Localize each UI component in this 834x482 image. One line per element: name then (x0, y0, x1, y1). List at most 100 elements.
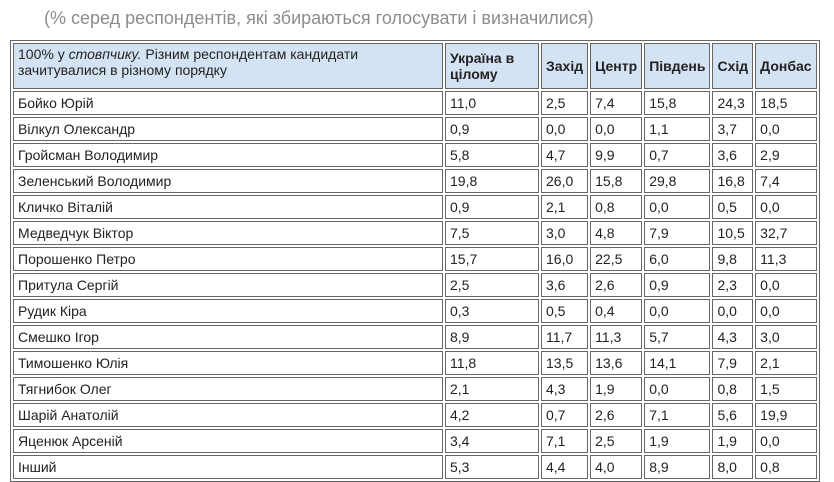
candidate-name: Медведчук Віктор (13, 221, 443, 245)
candidate-name: Яценюк Арсеній (13, 429, 443, 453)
value-cell: 16,8 (712, 169, 754, 193)
value-cell: 1,9 (712, 429, 754, 453)
table-row: Рудик Кіра 0,3 0,5 0,4 0,0 0,0 0,0 (13, 299, 817, 323)
value-cell: 3,0 (755, 325, 817, 349)
value-cell: 15,8 (644, 91, 711, 115)
value-cell: 3,6 (541, 273, 589, 297)
column-header-east: Схід (712, 43, 754, 89)
value-cell: 15,7 (445, 247, 539, 271)
value-cell: 0,9 (445, 195, 539, 219)
value-cell: 8,9 (445, 325, 539, 349)
value-cell: 0,5 (712, 195, 754, 219)
table-header: 100% у стовпчику. Різним респондентам ка… (13, 43, 817, 89)
value-cell: 0,9 (644, 273, 711, 297)
value-cell: 13,5 (541, 351, 589, 375)
value-cell: 0,5 (541, 299, 589, 323)
value-cell: 0,0 (590, 117, 643, 141)
candidate-name: Вілкул Олександр (13, 117, 443, 141)
value-cell: 1,9 (644, 429, 711, 453)
value-cell: 7,9 (712, 351, 754, 375)
header-note: 100% у стовпчику. Різним респондентам ка… (13, 43, 443, 89)
table-row: Шарій Анатолій 4,2 0,7 2,6 7,1 5,6 19,9 (13, 403, 817, 427)
value-cell: 0,8 (712, 377, 754, 401)
value-cell: 2,3 (712, 273, 754, 297)
value-cell: 4,8 (590, 221, 643, 245)
value-cell: 7,1 (644, 403, 711, 427)
candidate-name: Порошенко Петро (13, 247, 443, 271)
value-cell: 2,5 (541, 91, 589, 115)
value-cell: 11,8 (445, 351, 539, 375)
value-cell: 5,7 (644, 325, 711, 349)
column-header-south: Південь (644, 43, 711, 89)
value-cell: 16,0 (541, 247, 589, 271)
value-cell: 8,9 (644, 455, 711, 479)
value-cell: 2,1 (445, 377, 539, 401)
candidate-name: Інший (13, 455, 443, 479)
value-cell: 3,6 (712, 143, 754, 167)
candidate-name: Кличко Віталій (13, 195, 443, 219)
value-cell: 26,0 (541, 169, 589, 193)
candidate-name: Зеленський Володимир (13, 169, 443, 193)
table-body: Бойко Юрій 11,0 2,5 7,4 15,8 24,3 18,5 Вілкул О… (13, 91, 817, 479)
value-cell: 5,3 (445, 455, 539, 479)
column-header-center: Центр (590, 43, 643, 89)
value-cell: 10,5 (712, 221, 754, 245)
value-cell: 9,9 (590, 143, 643, 167)
results-table-wrapper: 100% у стовпчику. Різним респондентам ка… (10, 40, 820, 482)
value-cell: 0,7 (541, 403, 589, 427)
table-row: Зеленський Володимир 19,8 26,0 15,8 29,8 16,8… (13, 169, 817, 193)
value-cell: 4,3 (712, 325, 754, 349)
table-row: Яценюк Арсеній 3,4 7,1 2,5 1,9 1,9 0,0 (13, 429, 817, 453)
table-row: Кличко Віталій 0,9 2,1 0,8 0,0 0,5 0,0 (13, 195, 817, 219)
value-cell: 7,4 (755, 169, 817, 193)
value-cell: 1,9 (590, 377, 643, 401)
value-cell: 24,3 (712, 91, 754, 115)
candidate-name: Тягнибок Олег (13, 377, 443, 401)
value-cell: 0,0 (644, 195, 711, 219)
value-cell: 1,5 (755, 377, 817, 401)
value-cell: 29,8 (644, 169, 711, 193)
value-cell: 13,6 (590, 351, 643, 375)
table-row: Порошенко Петро 15,7 16,0 22,5 6,0 9,8 11,3 (13, 247, 817, 271)
value-cell: 4,4 (541, 455, 589, 479)
column-header-donbas: Донбас (755, 43, 817, 89)
candidate-name: Тимошенко Юлія (13, 351, 443, 375)
value-cell: 5,8 (445, 143, 539, 167)
table-row: Тягнибок Олег 2,1 4,3 1,9 0,0 0,8 1,5 (13, 377, 817, 401)
table-row: Інший 5,3 4,4 4,0 8,9 8,0 0,8 (13, 455, 817, 479)
table-row: Гройсман Володимир 5,8 4,7 9,9 0,7 3,6 2,9 (13, 143, 817, 167)
candidate-name: Рудик Кіра (13, 299, 443, 323)
value-cell: 0,0 (541, 117, 589, 141)
value-cell: 19,9 (755, 403, 817, 427)
value-cell: 7,1 (541, 429, 589, 453)
value-cell: 0,0 (712, 299, 754, 323)
value-cell: 0,8 (590, 195, 643, 219)
value-cell: 11,3 (590, 325, 643, 349)
table-row: Бойко Юрій 11,0 2,5 7,4 15,8 24,3 18,5 (13, 91, 817, 115)
value-cell: 4,7 (541, 143, 589, 167)
value-cell: 8,0 (712, 455, 754, 479)
value-cell: 5,6 (712, 403, 754, 427)
table-caption: (% серед респондентів, які збираються го… (44, 8, 594, 28)
value-cell: 11,3 (755, 247, 817, 271)
value-cell: 9,8 (712, 247, 754, 271)
value-cell: 2,9 (755, 143, 817, 167)
value-cell: 14,1 (644, 351, 711, 375)
results-table: 100% у стовпчику. Різним респондентам ка… (10, 40, 820, 482)
table-row: Медведчук Віктор 7,5 3,0 4,8 7,9 10,5 32,7 (13, 221, 817, 245)
value-cell: 0,0 (755, 429, 817, 453)
value-cell: 0,0 (644, 299, 711, 323)
value-cell: 19,8 (445, 169, 539, 193)
column-header-ukraine: Україна в цілому (445, 43, 539, 89)
candidate-name: Гройсман Володимир (13, 143, 443, 167)
value-cell: 32,7 (755, 221, 817, 245)
header-note-rest: Різним респондентам кандидати зачитували… (18, 46, 359, 78)
value-cell: 3,0 (541, 221, 589, 245)
value-cell: 2,5 (445, 273, 539, 297)
value-cell: 15,8 (590, 169, 643, 193)
value-cell: 7,9 (644, 221, 711, 245)
column-header-west: Захід (541, 43, 589, 89)
value-cell: 0,0 (755, 195, 817, 219)
value-cell: 4,3 (541, 377, 589, 401)
table-row: Притула Сергій 2,5 3,6 2,6 0,9 2,3 0,0 (13, 273, 817, 297)
